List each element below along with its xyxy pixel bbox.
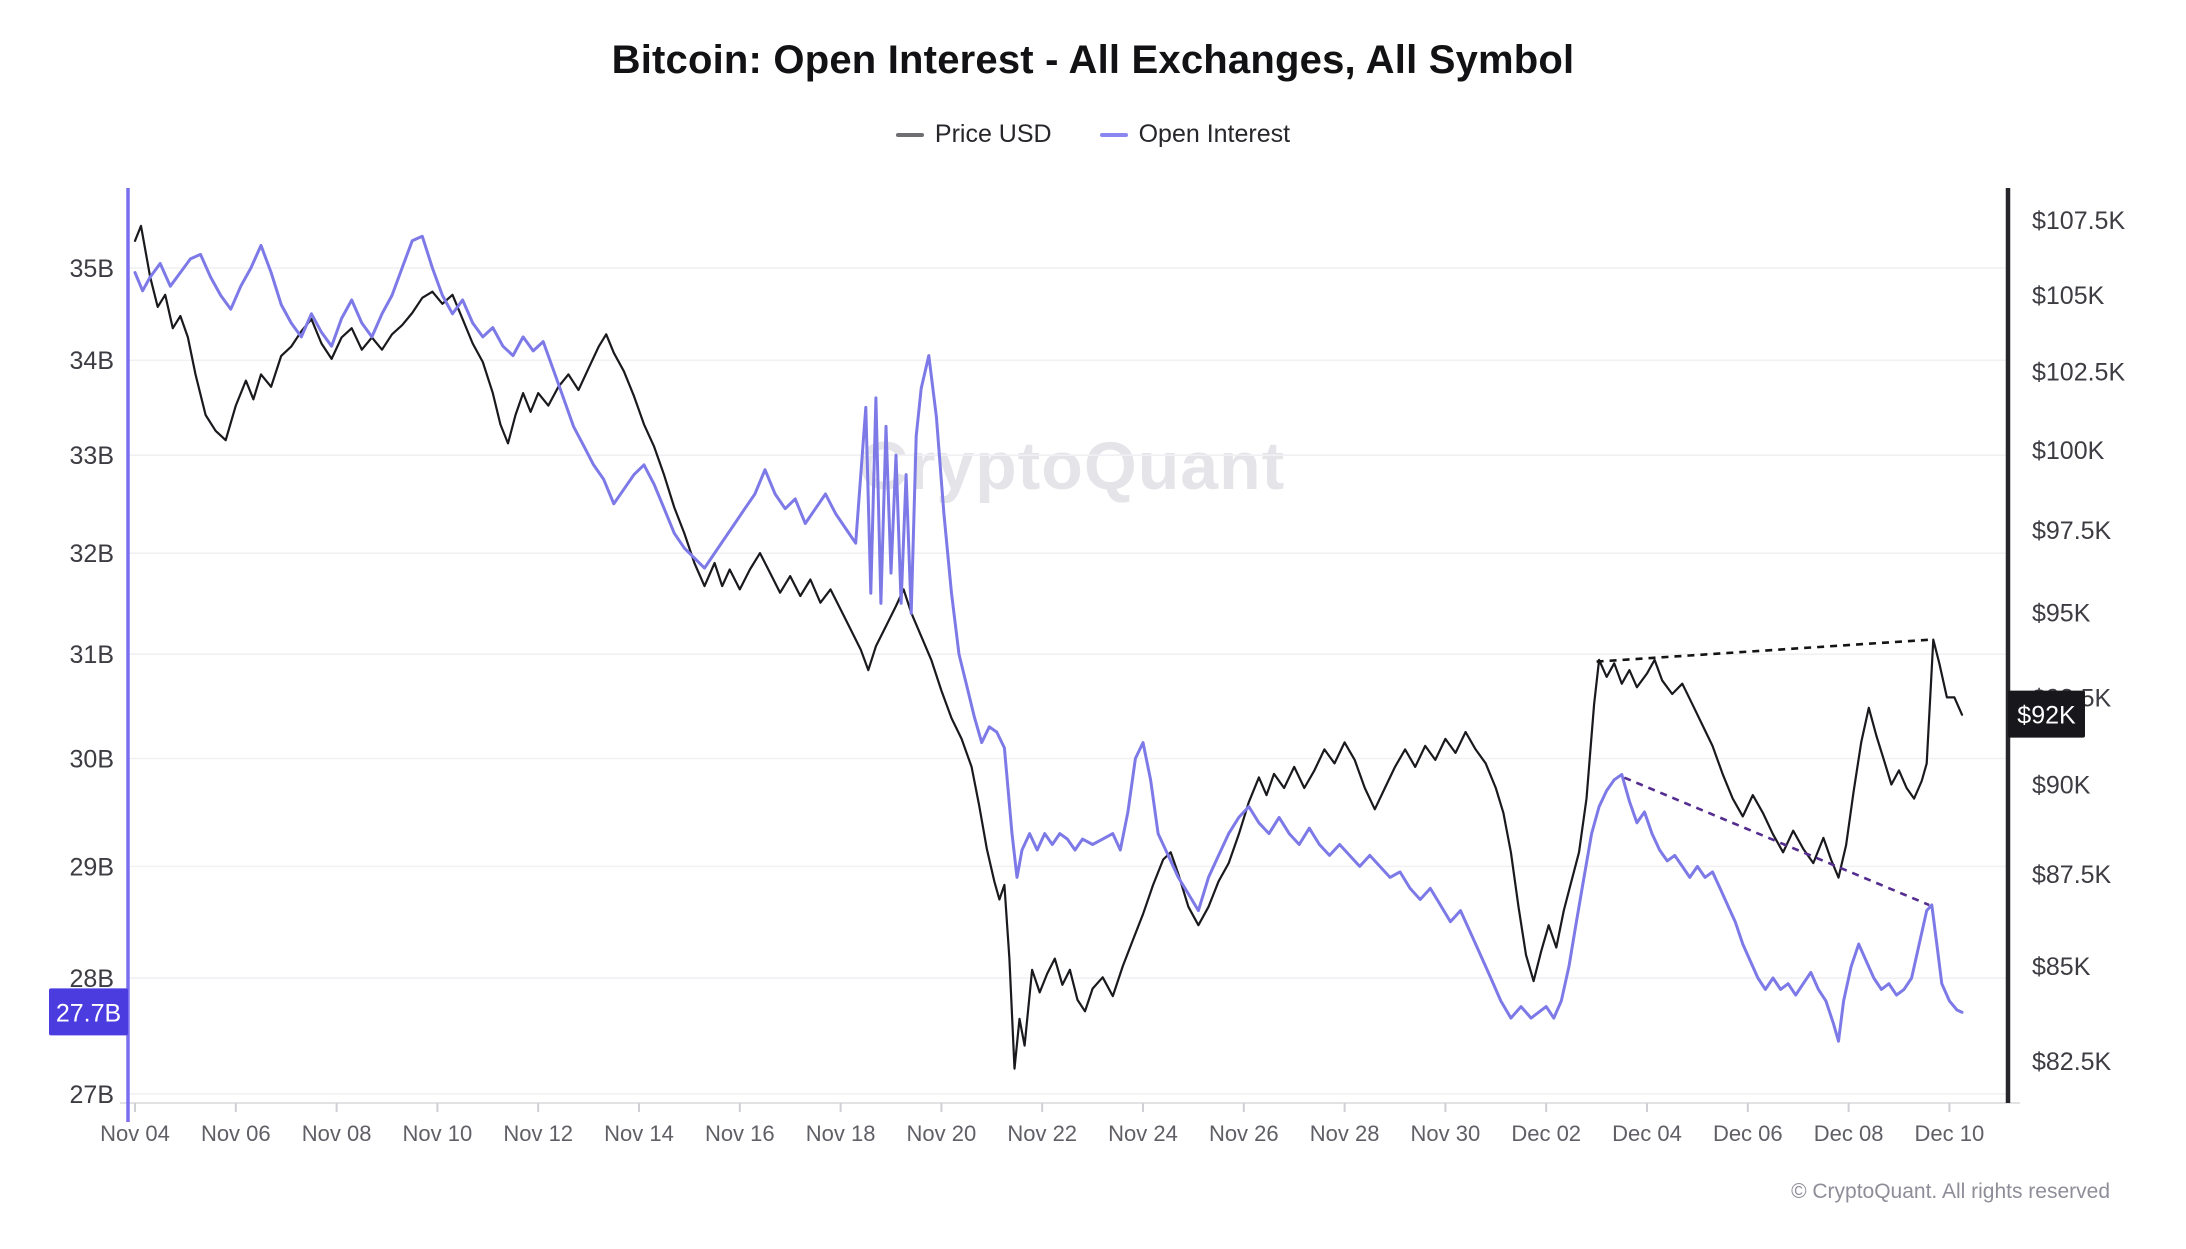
chart-legend: Price USD Open Interest: [0, 120, 2186, 149]
right-axis-label: $85K: [2032, 953, 2091, 981]
chart-title: Bitcoin: Open Interest - All Exchanges, …: [611, 38, 1575, 82]
x-tick-label: Dec 10: [1915, 1121, 1985, 1146]
right-axis-label: $95K: [2032, 600, 2091, 628]
legend-label-open-interest: Open Interest: [1138, 120, 1291, 148]
right-axis-label: $97.5K: [2032, 517, 2112, 545]
x-tick-label: Nov 28: [1310, 1121, 1380, 1146]
left-axis-label: 34B: [70, 347, 114, 375]
price-line-swatch-icon: [895, 132, 924, 137]
x-tick-label: Nov 08: [302, 1121, 372, 1146]
x-tick-label: Nov 18: [806, 1121, 876, 1146]
x-tick-label: Dec 04: [1612, 1121, 1682, 1146]
oi-descending-dashed: [1623, 776, 1930, 907]
left-axis-label: 30B: [70, 746, 114, 774]
open-interest-badge: [49, 988, 128, 1036]
left-axis-label: 29B: [70, 853, 114, 881]
x-tick-label: Dec 02: [1511, 1121, 1581, 1146]
x-tick-label: Dec 06: [1713, 1121, 1783, 1146]
x-tick-label: Nov 26: [1209, 1121, 1279, 1146]
right-axis-label: $90K: [2032, 771, 2091, 799]
x-tick-label: Nov 12: [503, 1121, 573, 1146]
open-interest-line-swatch-icon: [1099, 132, 1128, 137]
right-axis-label: $107.5K: [2032, 207, 2125, 235]
price-resistance-dashed: [1596, 638, 1932, 663]
x-tick-label: Dec 08: [1814, 1121, 1884, 1146]
x-tick-label: Nov 06: [201, 1121, 271, 1146]
cryptoquant-watermark: CryptoQuant: [858, 428, 1286, 504]
right-axis-label: $82.5K: [2032, 1048, 2112, 1076]
right-axis-label: $105K: [2032, 282, 2105, 310]
left-axis-label: 27B: [70, 1081, 114, 1109]
x-tick-label: Nov 14: [604, 1121, 674, 1146]
legend-item-price: Price USD: [895, 120, 1052, 149]
left-axis-label: 33B: [70, 442, 114, 470]
x-tick-label: Nov 16: [705, 1121, 775, 1146]
right-axis-label: $100K: [2032, 437, 2105, 465]
right-axis-label: $102.5K: [2032, 358, 2125, 386]
open-interest-badge-text: 27.7B: [56, 999, 121, 1027]
price-usd-line: [133, 224, 1964, 1070]
x-tick-label: Nov 04: [100, 1121, 170, 1146]
legend-label-price: Price USD: [934, 120, 1052, 148]
x-tick-label: Nov 24: [1108, 1121, 1178, 1146]
right-axis-label: $87.5K: [2032, 861, 2112, 889]
x-tick-label: Nov 22: [1007, 1121, 1077, 1146]
price-badge: [2008, 690, 2085, 738]
left-axis-label: 35B: [70, 255, 114, 283]
left-axis-label: 31B: [70, 641, 114, 669]
x-tick-label: Nov 30: [1411, 1121, 1481, 1146]
copyright-footer: © CryptoQuant. All rights reserved: [1791, 1180, 2110, 1203]
legend-item-open-interest: Open Interest: [1099, 120, 1291, 149]
open-interest-line: [133, 234, 1964, 1043]
x-tick-label: Nov 10: [403, 1121, 473, 1146]
price-badge-text: $92K: [2017, 702, 2076, 730]
left-axis-label: 32B: [70, 540, 114, 568]
x-tick-label: Nov 20: [907, 1121, 977, 1146]
